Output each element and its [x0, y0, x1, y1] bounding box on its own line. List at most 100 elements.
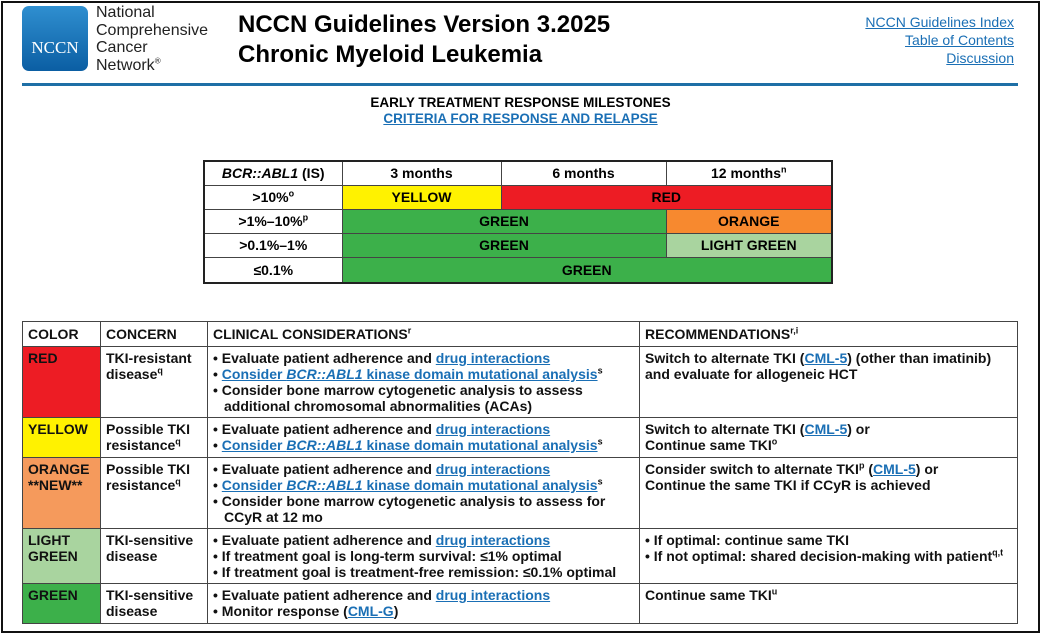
gene: BCR::ABL1: [286, 437, 363, 453]
drug-interactions-link[interactable]: drug interactions: [435, 587, 551, 603]
color-cell: GREEN: [22, 583, 101, 624]
header-divider: [22, 83, 1018, 86]
text: Switch to alternate TKI (: [645, 421, 805, 437]
text: Evaluate patient adherence and: [221, 421, 436, 437]
considerations-table: COLOR CONCERN CLINICAL CONSIDERATIONSr R…: [22, 321, 1018, 624]
col-3-months: 3 months: [341, 160, 502, 186]
footnote: q: [157, 365, 163, 376]
footnote: p: [858, 460, 865, 471]
row-label: >1%–10%p: [203, 208, 343, 234]
list-item: Evaluate patient adherence and drug inte…: [213, 461, 634, 477]
mutational-analysis-link[interactable]: Consider BCR::ABL1 kinase domain mutatio…: [222, 366, 598, 382]
text: Evaluate patient adherence and: [221, 532, 436, 548]
cml-5-link[interactable]: CML-5: [873, 461, 916, 477]
footnote: o: [288, 188, 295, 199]
list-item: If not optimal: shared decision-making w…: [645, 548, 1012, 564]
list-item: Consider BCR::ABL1 kinase domain mutatio…: [213, 477, 634, 493]
text: ) or: [915, 461, 939, 477]
nccn-logo: NCCN: [22, 6, 88, 71]
new-badge: **NEW**: [28, 477, 83, 493]
drug-interactions-link[interactable]: drug interactions: [435, 421, 551, 437]
table-of-contents-link[interactable]: Table of Contents: [905, 32, 1014, 48]
concern: Possible TKI resistance: [106, 421, 191, 453]
text: Consider: [221, 477, 287, 493]
col-label: 12 months: [710, 165, 781, 182]
mutational-analysis-link[interactable]: Consider BCR::ABL1 kinase domain mutatio…: [222, 437, 598, 453]
table-row-green: GREEN TKI-sensitive disease Evaluate pat…: [22, 583, 1018, 624]
row-label: >0.1%–1%: [203, 232, 343, 258]
text: Switch to alternate TKI (: [645, 350, 805, 366]
clinical-cell: Evaluate patient adherence and drug inte…: [207, 457, 640, 529]
list-item: Evaluate patient adherence and drug inte…: [213, 587, 634, 603]
org-name: National Comprehensive Cancer Network®: [96, 4, 208, 74]
table-row-orange: ORANGE**NEW** Possible TKI resistanceq E…: [22, 457, 1018, 529]
color-cell: RED: [22, 346, 101, 418]
gene-header: BCR::ABL1 (IS): [203, 160, 343, 186]
header-color: COLOR: [22, 321, 101, 347]
cml-5-link[interactable]: CML-5: [804, 421, 848, 437]
concern-cell: TKI-sensitive disease: [100, 528, 208, 584]
clinical-cell: Evaluate patient adherence and drug inte…: [207, 417, 640, 458]
recommendation-cell: Continue same TKIu: [639, 583, 1018, 624]
drug-interactions-link[interactable]: drug interactions: [435, 532, 551, 548]
row-label: ≤0.1%: [203, 256, 343, 284]
org-line: Comprehensive: [96, 21, 209, 39]
col-6-months: 6 months: [500, 160, 667, 186]
cell-green: GREEN: [341, 256, 833, 284]
header-concern: CONCERN: [100, 321, 208, 347]
criteria-link[interactable]: CRITERIA FOR RESPONSE AND RELAPSE: [383, 111, 658, 126]
header-row: COLOR CONCERN CLINICAL CONSIDERATIONSr R…: [22, 321, 1018, 347]
footnote: o: [771, 436, 778, 447]
concern: Possible TKI resistance: [106, 461, 191, 493]
mutational-analysis-link[interactable]: Consider BCR::ABL1 kinase domain mutatio…: [222, 477, 598, 493]
gene: BCR::ABL1: [286, 477, 363, 493]
list-item: Consider bone marrow cytogenetic analysi…: [213, 493, 634, 525]
drug-interactions-link[interactable]: drug interactions: [435, 350, 551, 366]
footnote: q: [175, 436, 181, 447]
registered-mark: ®: [154, 56, 161, 66]
text: kinase domain mutational analysis: [362, 437, 598, 453]
discussion-link[interactable]: Discussion: [946, 50, 1014, 66]
table-row-yellow: YELLOW Possible TKI resistanceq Evaluate…: [22, 417, 1018, 458]
list-item: Consider BCR::ABL1 kinase domain mutatio…: [213, 437, 634, 453]
footnote: s: [597, 365, 603, 376]
concern-cell: TKI-resistant diseaseq: [100, 346, 208, 418]
list-item: If treatment goal is treatment-free remi…: [213, 564, 634, 580]
recommendation-cell: Consider switch to alternate TKIp (CML-5…: [639, 457, 1018, 529]
list-item: Consider bone marrow cytogenetic analysi…: [213, 382, 634, 414]
recommendation-cell: Switch to alternate TKI (CML-5) or Contin…: [639, 417, 1018, 458]
concern-cell: TKI-sensitive disease: [100, 583, 208, 624]
cml-5-link[interactable]: CML-5: [804, 350, 848, 366]
footnote: r: [407, 325, 412, 336]
label: >10%: [252, 189, 289, 205]
nav-links: NCCN Guidelines Index Table of Contents …: [865, 13, 1014, 67]
drug-interactions-link[interactable]: drug interactions: [435, 461, 551, 477]
milestone-row: >10%o YELLOW RED: [203, 184, 833, 210]
cell-orange: ORANGE: [665, 208, 833, 234]
text: ) or: [847, 421, 870, 437]
label: >1%–10%: [238, 213, 303, 229]
cell-green: GREEN: [341, 208, 667, 234]
color-cell: LIGHT GREEN: [22, 528, 101, 584]
row-label: >10%o: [203, 184, 343, 210]
page-title: NCCN Guidelines Version 3.2025 Chronic M…: [238, 10, 610, 70]
cml-g-link[interactable]: CML-G: [347, 603, 394, 619]
text: Monitor response (: [221, 603, 348, 619]
cell-yellow: YELLOW: [341, 184, 502, 210]
concern-cell: Possible TKI resistanceq: [100, 457, 208, 529]
clinical-cell: Evaluate patient adherence and drug inte…: [207, 583, 640, 624]
text: ) (other than imatinib) and evaluate for…: [645, 350, 992, 382]
footnote: s: [597, 436, 603, 447]
text: (: [864, 461, 873, 477]
milestone-row: ≤0.1% GREEN: [203, 256, 833, 284]
text: Consider: [221, 366, 287, 382]
footnote: n: [781, 164, 787, 175]
footnote: u: [771, 586, 778, 597]
org-line: Network: [96, 56, 155, 74]
col-12-months: 12 monthsn: [665, 160, 833, 186]
footnote: q: [175, 476, 181, 487]
text: kinase domain mutational analysis: [362, 477, 598, 493]
guidelines-index-link[interactable]: NCCN Guidelines Index: [865, 14, 1014, 30]
gene-suffix: (IS): [298, 165, 325, 182]
